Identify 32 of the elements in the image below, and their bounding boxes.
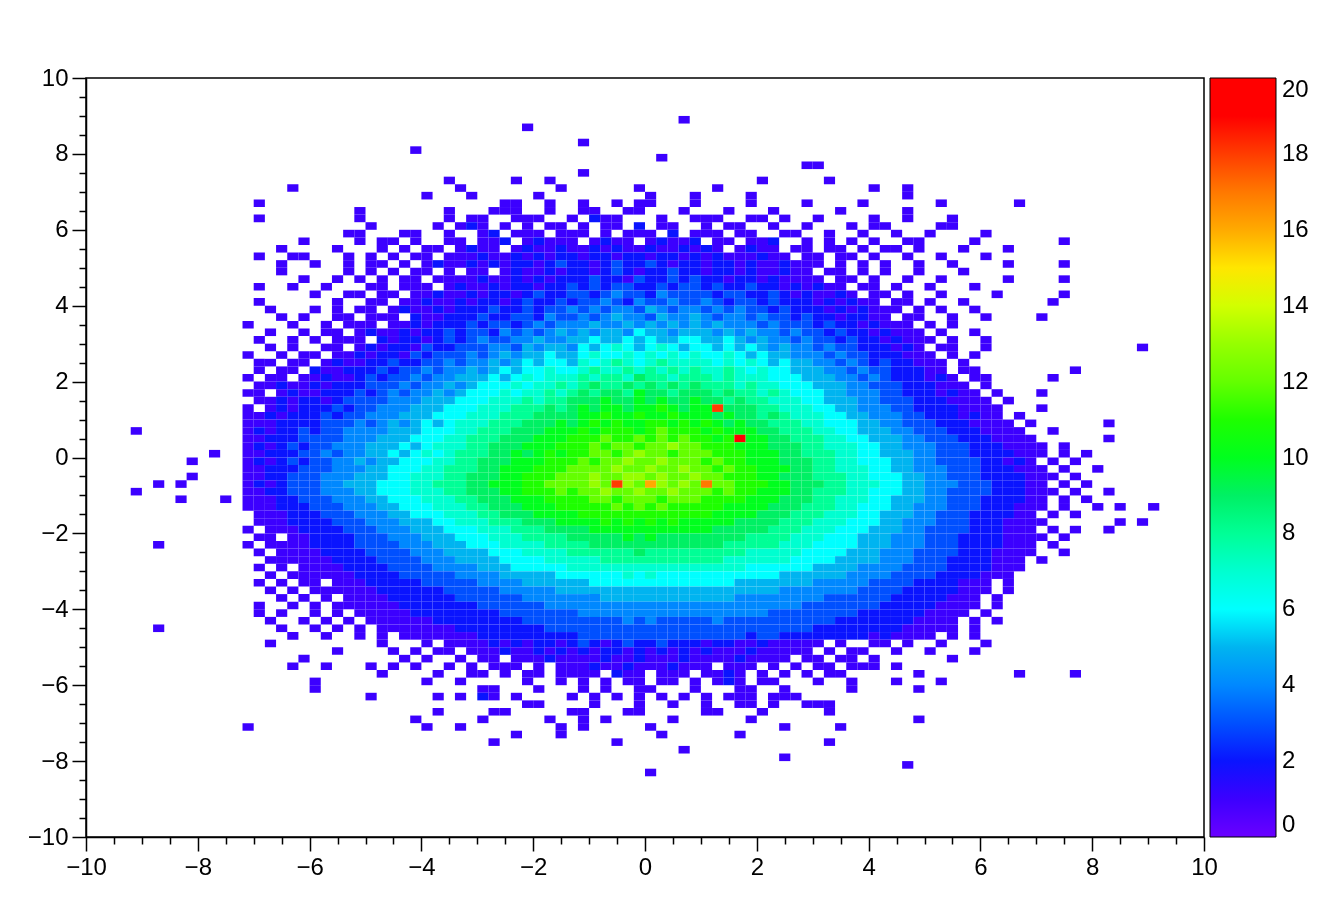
y-tick-label: 10 [41, 63, 69, 91]
x-tick-label: 6 [974, 852, 988, 880]
y-tick-label: −4 [41, 594, 69, 622]
y-tick-label: −6 [41, 670, 69, 698]
x-tick-label: 2 [750, 852, 764, 880]
x-tick-label: −4 [408, 852, 436, 880]
x-tick-label: 8 [1086, 852, 1100, 880]
x-tick-label: −8 [184, 852, 212, 880]
y-tick-label: 2 [55, 367, 69, 395]
color-bar-label: 14 [1282, 290, 1309, 318]
x-tick-label: 10 [1191, 852, 1218, 880]
color-bar-label: 20 [1282, 75, 1309, 102]
x-tick-label: 0 [638, 852, 653, 880]
y-tick-label: −2 [41, 518, 69, 546]
y-tick-label: 0 [55, 443, 69, 470]
x-tick-label: −6 [296, 852, 324, 880]
color-bar-label: 10 [1282, 442, 1309, 470]
y-tick-label: −10 [27, 822, 69, 850]
y-tick-label: 8 [55, 139, 69, 167]
x-tick-label: −2 [520, 852, 548, 880]
color-bar-label: 18 [1282, 138, 1309, 166]
color-bar-label: 12 [1282, 366, 1309, 394]
color-bar-label: 6 [1282, 594, 1296, 622]
color-bar-label: 4 [1282, 670, 1296, 698]
color-bar-label: 2 [1282, 746, 1296, 774]
color-bar-label: 0 [1282, 810, 1296, 837]
color-bar-label: 8 [1282, 518, 1296, 546]
x-tick-label: 4 [862, 852, 876, 880]
y-tick-label: −8 [41, 746, 69, 774]
color-bar-label: 16 [1282, 214, 1309, 242]
y-tick-label: 6 [55, 215, 69, 243]
y-tick-label: 4 [55, 291, 69, 319]
